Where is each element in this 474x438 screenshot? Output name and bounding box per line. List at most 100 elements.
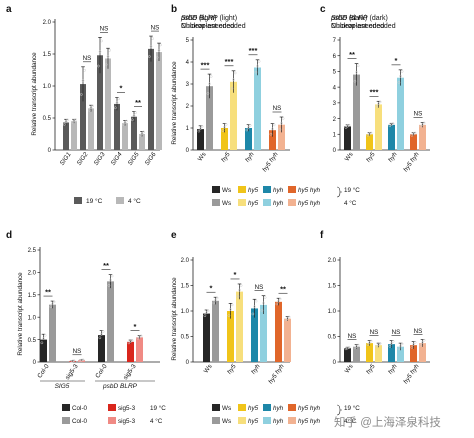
replicate-dot-b bbox=[233, 71, 237, 75]
xtick-label-e: Ws bbox=[203, 363, 214, 374]
replicate-dot-e bbox=[278, 297, 282, 301]
replicate-dot-d bbox=[109, 278, 112, 282]
replicate-dot-a bbox=[139, 134, 142, 137]
xtick-label-f: hyh bbox=[387, 363, 399, 376]
replicate-dot-f bbox=[390, 342, 393, 345]
replicate-dot-a bbox=[151, 37, 154, 40]
replicate-dot-f bbox=[368, 341, 371, 344]
panel-c-ytick-label: 6 bbox=[333, 54, 337, 60]
legend-ef-label: Ws bbox=[222, 418, 231, 425]
sig-label-b: *** bbox=[225, 57, 234, 66]
replicate-dot-a bbox=[156, 56, 159, 59]
bar-b-3-0 bbox=[269, 130, 276, 150]
legend-d-swatch bbox=[62, 417, 70, 424]
legend-ef-swatch bbox=[263, 404, 271, 411]
panel-b-ytick-label: 5 bbox=[186, 38, 190, 44]
replicate-dot-b bbox=[247, 125, 250, 129]
sig-label-d: ** bbox=[45, 287, 51, 296]
replicate-dot-a bbox=[106, 55, 110, 58]
replicate-dot-e bbox=[260, 309, 264, 312]
replicate-dot-a bbox=[131, 118, 134, 122]
replicate-dot-b bbox=[272, 123, 276, 127]
watermark: 知乎 @上海泽泉科技 bbox=[334, 417, 441, 429]
replicate-dot-f bbox=[413, 340, 417, 344]
bar-b-1-1 bbox=[230, 81, 237, 150]
legend-ef-swatch bbox=[288, 417, 296, 424]
replicate-dot-d bbox=[43, 333, 47, 337]
replicate-dot-a bbox=[149, 44, 153, 48]
replicate-dot-e bbox=[277, 299, 280, 303]
bar-e-1-1 bbox=[236, 291, 243, 362]
replicate-dot-d bbox=[139, 334, 143, 338]
xtick-label-e: hy5 bbox=[226, 363, 238, 376]
legend-bc-label: hy5 bbox=[248, 200, 259, 207]
replicate-dot-f bbox=[346, 346, 349, 350]
panel-f-ytick-label: 2.0 bbox=[328, 258, 337, 264]
replicate-dot-c bbox=[410, 133, 414, 137]
legend-ef-label: hy5 hyh bbox=[298, 405, 321, 412]
replicate-dot-b bbox=[281, 117, 285, 120]
replicate-dot-a bbox=[159, 43, 162, 47]
sig-label-b: *** bbox=[201, 60, 210, 69]
legend-a-19c-label: 19 °C bbox=[86, 197, 103, 205]
replicate-dot-e bbox=[238, 288, 241, 292]
replicate-dot-d bbox=[72, 359, 76, 363]
sig-label-e: * bbox=[234, 270, 237, 279]
panel-b-ytick-label: 1 bbox=[186, 126, 190, 132]
replicate-dot-f bbox=[366, 343, 370, 347]
replicate-dot-c bbox=[421, 123, 424, 126]
replicate-dot-d bbox=[81, 358, 85, 362]
replicate-dot-c bbox=[344, 126, 348, 129]
replicate-dot-b bbox=[256, 64, 259, 68]
panel-f-ytick-label: 1.5 bbox=[328, 284, 337, 290]
xtick-label-f: hy5 hyh bbox=[402, 363, 421, 385]
panel-d-ytick-label: 0 bbox=[33, 360, 37, 366]
replicate-dot-f bbox=[397, 347, 401, 351]
legend-bc-swatch bbox=[288, 199, 296, 206]
replicate-dot-e bbox=[205, 311, 208, 315]
panel-e-title: psbD BLRP (light) bbox=[180, 15, 237, 22]
replicate-dot-a bbox=[115, 101, 119, 104]
panel-e-ytick-label: 1.0 bbox=[181, 309, 190, 315]
replicate-dot-f bbox=[419, 343, 423, 347]
replicate-dot-f bbox=[378, 342, 382, 345]
panel-b-title: SIG5 (light) bbox=[181, 15, 216, 22]
replicate-dot-b bbox=[232, 78, 235, 81]
legend-bc-temp2: 4 °C bbox=[344, 199, 357, 207]
replicate-dot-a bbox=[80, 93, 83, 96]
bar-f-1-0 bbox=[366, 343, 373, 362]
legend-d-label: sig5-3 bbox=[118, 418, 136, 425]
panel-e-ytick-label: 1.5 bbox=[181, 284, 190, 290]
replicate-dot-e bbox=[206, 309, 210, 313]
replicate-dot-a bbox=[89, 106, 93, 110]
legend-ef-swatch bbox=[263, 417, 271, 424]
replicate-dot-a bbox=[108, 48, 111, 52]
replicate-dot-d bbox=[100, 332, 103, 336]
replicate-dot-e bbox=[239, 284, 243, 287]
bar-a-4-1 bbox=[139, 134, 145, 150]
sig-label-c: NS bbox=[414, 111, 423, 118]
replicate-dot-f bbox=[375, 345, 379, 348]
replicate-dot-a bbox=[132, 114, 136, 118]
replicate-dot-e bbox=[262, 301, 265, 305]
replicate-dot-b bbox=[197, 129, 201, 133]
panel-b-subtitle: Nuclear-encoded bbox=[181, 23, 234, 30]
bar-c-1-1 bbox=[375, 104, 382, 150]
legend-ef-label: hyh bbox=[273, 418, 284, 425]
legend-d-temp1: 19 °C bbox=[150, 404, 166, 412]
replicate-dot-a bbox=[117, 97, 120, 101]
bar-f-3-1 bbox=[419, 343, 426, 362]
replicate-dot-e bbox=[251, 312, 255, 316]
panel-a-ylabel: Relative transcript abundance bbox=[31, 52, 38, 136]
replicate-dot-a bbox=[140, 132, 144, 135]
panel-e-ylabel: Relative transcript abundance bbox=[171, 277, 178, 361]
xtick-label-a: SIG1 bbox=[59, 151, 73, 167]
replicate-dot-a bbox=[91, 104, 94, 108]
sig-label-e: * bbox=[210, 283, 213, 292]
panel-f-ytick-label: 0.5 bbox=[328, 335, 337, 341]
legend-ef-label: hy5 hyh bbox=[298, 418, 321, 425]
bar-c-0-1 bbox=[353, 74, 360, 150]
panel-letter-a: a bbox=[6, 4, 12, 15]
sig-label-d: * bbox=[134, 322, 137, 331]
